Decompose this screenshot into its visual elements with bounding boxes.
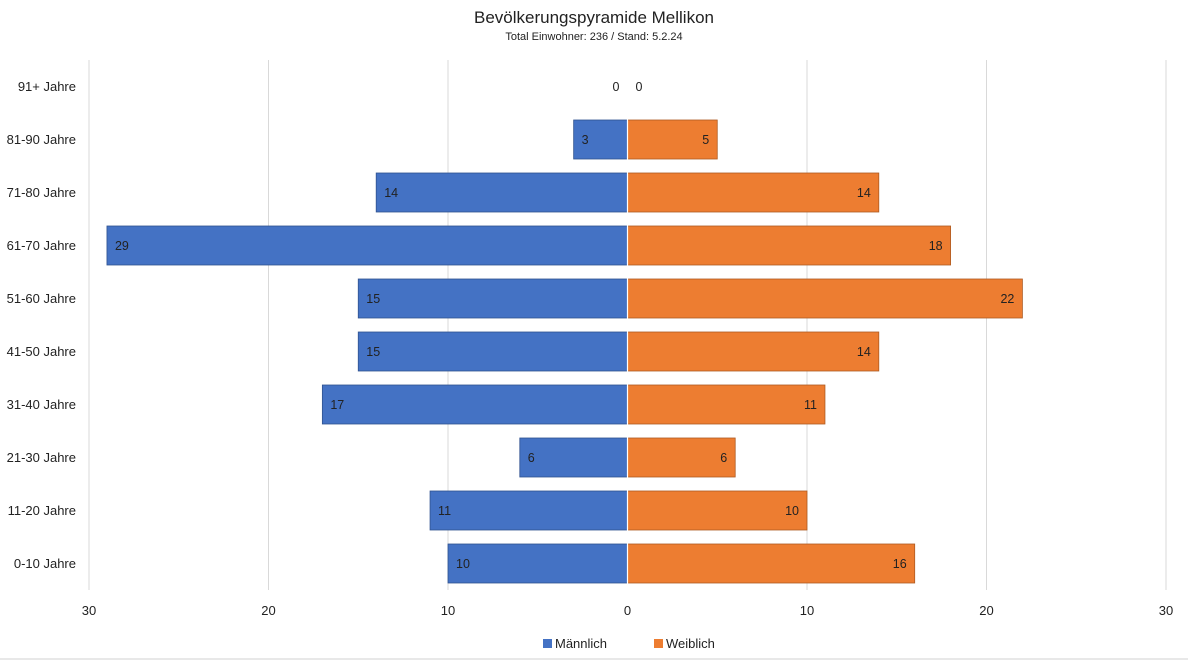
data-label-weiblich: 22 (1000, 292, 1014, 306)
chart-title: Bevölkerungspyramide Mellikon (474, 8, 714, 27)
bar-maennlich (447, 543, 628, 584)
bar-maennlich (573, 119, 628, 160)
y-category-label: 21-30 Jahre (7, 450, 76, 465)
y-category-label: 41-50 Jahre (7, 344, 76, 359)
data-label-weiblich: 14 (857, 345, 871, 359)
bar-weiblich (627, 384, 826, 425)
data-label-maennlich: 17 (330, 398, 344, 412)
data-label-maennlich: 3 (582, 133, 589, 147)
data-label-weiblich: 0 (636, 80, 643, 94)
x-tick-label: 10 (441, 603, 455, 618)
x-tick-label: 10 (800, 603, 814, 618)
y-category-label: 31-40 Jahre (7, 397, 76, 412)
bar-weiblich (627, 172, 880, 213)
legend-swatch-weiblich (654, 639, 663, 648)
bars (106, 60, 1023, 590)
x-tick-label: 0 (624, 603, 631, 618)
bar-maennlich (357, 278, 628, 319)
data-label-weiblich: 11 (804, 398, 817, 412)
data-label-maennlich: 10 (456, 557, 470, 571)
data-label-maennlich: 6 (528, 451, 535, 465)
y-category-label: 11-20 Jahre (8, 503, 76, 518)
x-tick-label: 20 (261, 603, 275, 618)
data-labels: 0 3 14 29 15 15 17 6 11 10 0 5 14 18 22 14 11 6 10 16 (115, 80, 1014, 571)
bar-weiblich (627, 278, 1023, 319)
chart-subtitle: Total Einwohner: 236 / Stand: 5.2.24 (505, 31, 682, 43)
data-label-maennlich: 11 (438, 504, 451, 518)
bar-weiblich (627, 490, 808, 531)
bar-weiblich (627, 543, 916, 584)
bar-maennlich (375, 172, 628, 213)
x-tick-label: 30 (82, 603, 96, 618)
bar-weiblich (627, 331, 880, 372)
data-label-maennlich: 15 (366, 292, 380, 306)
legend-swatch-maennlich (543, 639, 552, 648)
data-label-weiblich: 5 (702, 133, 709, 147)
y-category-label: 61-70 Jahre (7, 238, 76, 253)
data-label-weiblich: 16 (893, 557, 907, 571)
legend-label-weiblich: Weiblich (666, 636, 715, 651)
bar-maennlich (321, 384, 628, 425)
y-category-label: 91+ Jahre (18, 79, 76, 94)
x-tick-label: 30 (1159, 603, 1173, 618)
bar-maennlich (357, 331, 628, 372)
data-label-maennlich: 15 (366, 345, 380, 359)
bar-weiblich (627, 119, 718, 160)
data-label-weiblich: 18 (929, 239, 943, 253)
bar-weiblich (627, 437, 736, 478)
data-label-maennlich: 14 (384, 186, 398, 200)
y-category-label: 71-80 Jahre (7, 185, 76, 200)
data-label-maennlich: 29 (115, 239, 129, 253)
bar-maennlich (429, 490, 628, 531)
bar-weiblich (627, 225, 952, 266)
bar-maennlich (106, 225, 628, 266)
data-label-maennlich: 0 (613, 80, 620, 94)
bar-maennlich (519, 437, 628, 478)
y-category-label: 0-10 Jahre (14, 556, 76, 571)
data-label-weiblich: 6 (720, 451, 727, 465)
legend: Männlich Weiblich (543, 636, 715, 651)
data-label-weiblich: 14 (857, 186, 871, 200)
x-tick-label: 20 (979, 603, 993, 618)
legend-label-maennlich: Männlich (555, 636, 607, 651)
y-category-label: 51-60 Jahre (7, 291, 76, 306)
y-category-label: 81-90 Jahre (7, 132, 76, 147)
data-label-weiblich: 10 (785, 504, 799, 518)
